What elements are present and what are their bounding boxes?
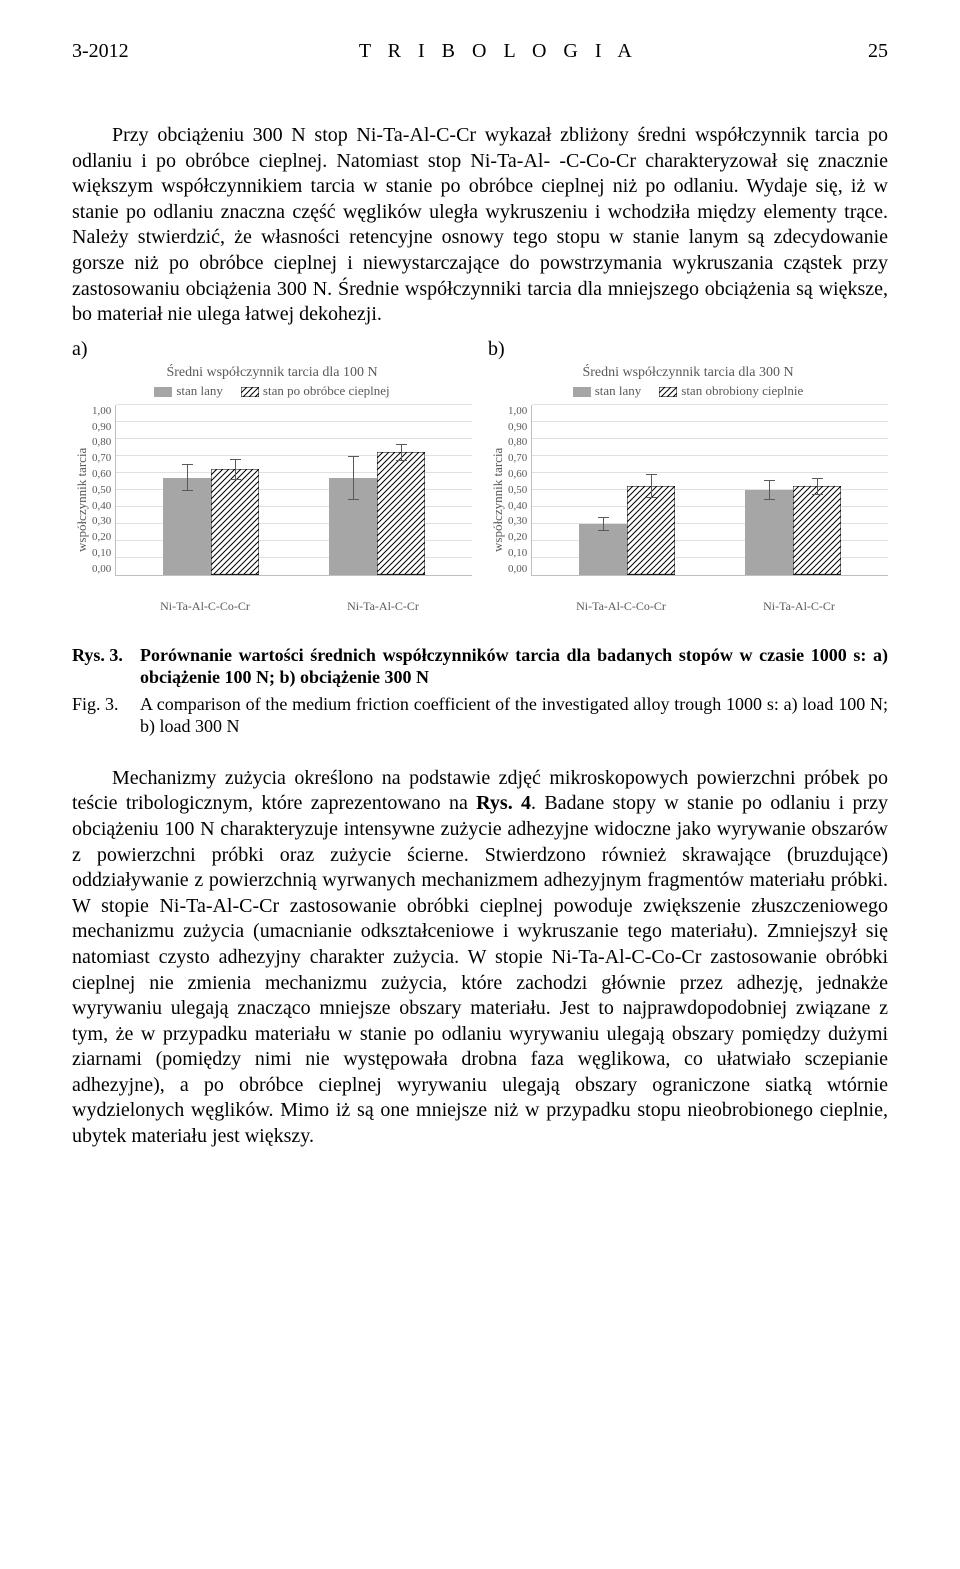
chart-a: a) Średni współczynnik tarcia dla 100 N … <box>72 338 472 614</box>
ytick: 0,60 <box>508 468 527 480</box>
ytick: 0,40 <box>92 500 111 512</box>
gridline <box>532 404 888 405</box>
chart-a-ylabel: współczynnik tarcia <box>72 405 92 595</box>
chart-a-yaxis: 1,00 0,90 0,80 0,70 0,60 0,50 0,40 0,30 0,20 0,10… <box>92 405 115 575</box>
chart-a-xaxis: Ni-Ta-Al-C-Co-Cr Ni-Ta-Al-C-Cr <box>116 599 472 614</box>
chart-a-legend: stan lany stan po obróbce cieplnej <box>72 383 472 399</box>
bar <box>163 478 211 575</box>
error-bar <box>603 517 604 531</box>
ytick: 0,80 <box>92 436 111 448</box>
legend-swatch-solid <box>154 387 172 397</box>
ytick: 0,90 <box>92 421 111 433</box>
caption-fig3: Fig. 3. A comparison of the medium frict… <box>72 693 888 738</box>
chart-a-title: Średni współczynnik tarcia dla 100 N <box>72 365 472 381</box>
header-right: 25 <box>868 40 888 63</box>
legend-label-1: stan lany <box>176 383 223 398</box>
bar-group <box>579 486 675 574</box>
bar <box>793 486 841 574</box>
ytick: 0,10 <box>92 547 111 559</box>
chart-b-title: Średni współczynnik tarcia dla 300 N <box>488 365 888 381</box>
chart-b-plot <box>531 405 888 576</box>
chart-b-legend: stan lany stan obrobiony cieplnie <box>488 383 888 399</box>
ytick: 0,80 <box>508 436 527 448</box>
gridline <box>532 472 888 473</box>
legend-label-2b: stan obrobiony cieplnie <box>681 383 803 398</box>
caption-fig3-text: A comparison of the medium friction coef… <box>140 693 888 738</box>
error-bar <box>235 459 236 479</box>
ytick: 0,20 <box>92 531 111 543</box>
charts-row: a) Średni współczynnik tarcia dla 100 N … <box>72 338 888 614</box>
chart-b-cat-1: Ni-Ta-Al-C-Cr <box>710 599 888 614</box>
gridline <box>116 404 472 405</box>
caption-rys3: Rys. 3. Porównanie wartości średnich wsp… <box>72 644 888 689</box>
ytick: 1,00 <box>508 405 527 417</box>
paragraph-2b: . Badane stopy w stanie po odlaniu i prz… <box>72 792 888 1147</box>
legend-label-2: stan po obróbce cieplnej <box>263 383 390 398</box>
bar <box>211 469 259 574</box>
bar <box>745 490 793 575</box>
gridline <box>532 421 888 422</box>
chart-a-label: a) <box>72 338 472 361</box>
ytick: 0,30 <box>508 515 527 527</box>
ytick: 0,10 <box>508 547 527 559</box>
bar <box>377 452 425 574</box>
ytick: 0,50 <box>92 484 111 496</box>
chart-b: b) Średni współczynnik tarcia dla 300 N … <box>488 338 888 614</box>
error-bar <box>187 464 188 491</box>
gridline <box>532 438 888 439</box>
legend-swatch-hatch-b <box>659 387 677 397</box>
bar-group <box>745 486 841 574</box>
error-bar <box>817 478 818 495</box>
chart-b-cat-0: Ni-Ta-Al-C-Co-Cr <box>532 599 710 614</box>
header-left: 3-2012 <box>72 40 129 63</box>
header-center: T R I B O L O G I A <box>359 40 638 63</box>
caption-fig3-tag: Fig. 3. <box>72 693 140 738</box>
error-bar <box>651 474 652 498</box>
gridline <box>116 421 472 422</box>
chart-a-cat-0: Ni-Ta-Al-C-Co-Cr <box>116 599 294 614</box>
legend-swatch-solid-b <box>573 387 591 397</box>
ytick: 0,70 <box>508 452 527 464</box>
chart-b-xaxis: Ni-Ta-Al-C-Co-Cr Ni-Ta-Al-C-Cr <box>532 599 888 614</box>
paragraph-1: Przy obciążeniu 300 N stop Ni-Ta-Al-C-Cr… <box>72 123 888 328</box>
chart-b-label: b) <box>488 338 888 361</box>
bar-group <box>163 469 259 574</box>
ytick: 0,40 <box>508 500 527 512</box>
error-bar <box>401 444 402 461</box>
ytick: 1,00 <box>92 405 111 417</box>
ytick: 0,70 <box>92 452 111 464</box>
chart-a-plot <box>115 405 472 576</box>
paragraph-2-rys4: Rys. 4 <box>476 792 531 814</box>
error-bar <box>353 456 354 500</box>
ytick: 0,00 <box>92 563 111 575</box>
gridline <box>116 438 472 439</box>
page-header: 3-2012 T R I B O L O G I A 25 <box>72 40 888 63</box>
ytick: 0,20 <box>508 531 527 543</box>
caption-rys3-tag: Rys. 3. <box>72 644 140 689</box>
error-bar <box>769 480 770 500</box>
legend-label-1b: stan lany <box>595 383 642 398</box>
gridline <box>532 455 888 456</box>
bar <box>627 486 675 574</box>
bar-group <box>329 452 425 574</box>
ytick: 0,00 <box>508 563 527 575</box>
paragraph-2: Mechanizmy zużycia określono na podstawi… <box>72 766 888 1150</box>
bar <box>579 524 627 575</box>
ytick: 0,50 <box>508 484 527 496</box>
chart-b-yaxis: 1,00 0,90 0,80 0,70 0,60 0,50 0,40 0,30 0,20 0,10… <box>508 405 531 575</box>
ytick: 0,30 <box>92 515 111 527</box>
legend-swatch-hatch <box>241 387 259 397</box>
caption-rys3-text: Porównanie wartości średnich współczynni… <box>140 644 888 689</box>
chart-a-cat-1: Ni-Ta-Al-C-Cr <box>294 599 472 614</box>
ytick: 0,90 <box>508 421 527 433</box>
ytick: 0,60 <box>92 468 111 480</box>
chart-b-ylabel: współczynnik tarcia <box>488 405 508 595</box>
